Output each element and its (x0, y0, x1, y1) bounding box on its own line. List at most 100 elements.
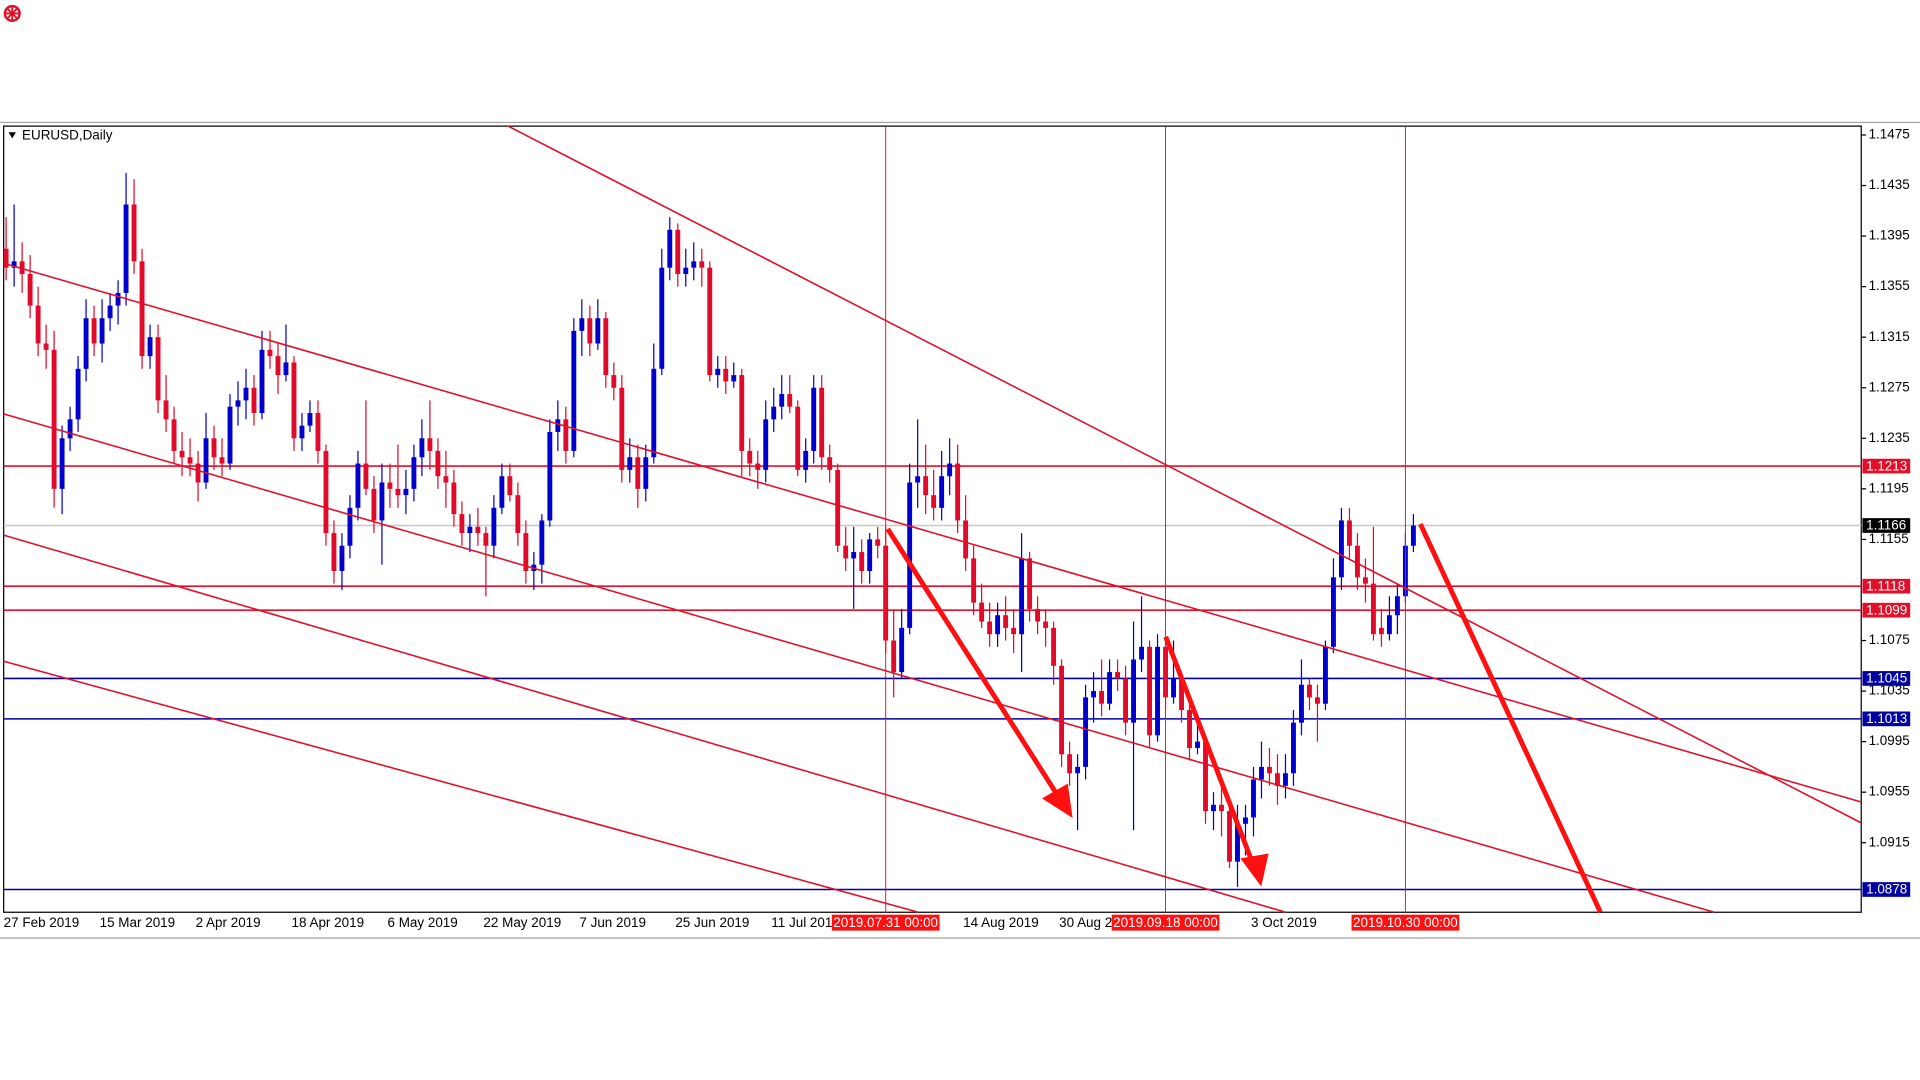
candle-body (1338, 520, 1344, 578)
trend-line (3, 413, 1715, 914)
price-label: 1.1013 (1866, 711, 1907, 726)
marker-label: 2019.07.31 00:00 (833, 915, 938, 930)
candle-body (947, 463, 953, 477)
trend-line (3, 660, 919, 914)
candle-body (1227, 811, 1232, 862)
candle-body (995, 615, 1001, 635)
candle-body (27, 273, 33, 306)
candle-body (1410, 525, 1416, 546)
candle-body (1362, 577, 1368, 584)
x-tick-label: 3 Oct 2019 (1251, 915, 1317, 930)
candle-body (691, 261, 697, 268)
candle-body (595, 318, 601, 344)
candle-body (1267, 766, 1272, 774)
candle-body (715, 368, 721, 376)
candle-body (795, 406, 801, 470)
candle-body (899, 627, 905, 673)
candle-body (1107, 672, 1113, 704)
candle-body (1139, 646, 1144, 660)
candle-body (67, 419, 73, 439)
candle-body (411, 457, 417, 489)
candle-body (1330, 577, 1336, 647)
candle-body (451, 482, 457, 515)
candle-body (19, 261, 25, 274)
candle-body (251, 387, 257, 414)
candle-body (267, 349, 273, 357)
candle-body (275, 356, 281, 376)
candle-body (1003, 615, 1009, 628)
candle-body (371, 488, 377, 521)
candles (3, 126, 1862, 913)
candle-body (195, 463, 201, 483)
app-logo (3, 4, 21, 23)
candle-body (1091, 691, 1097, 698)
candle-body (91, 318, 97, 344)
y-tick-label: 1.1315 (1869, 329, 1910, 344)
candle-body (187, 457, 193, 464)
candle-body (747, 450, 753, 464)
y-tick-label: 1.0915 (1869, 834, 1910, 849)
price-label: 1.1099 (1866, 602, 1907, 617)
candle-body (1171, 678, 1176, 698)
candle-body (539, 520, 545, 565)
candle-body (155, 337, 161, 401)
candle-body (851, 552, 857, 559)
candle-body (507, 476, 513, 496)
candle-body (1346, 520, 1352, 546)
trend-line (507, 125, 1862, 824)
price-label: 1.0878 (1866, 882, 1907, 897)
arrow (885, 527, 1061, 798)
candle-body (1299, 684, 1304, 723)
candle-body (1315, 697, 1320, 704)
candle-body (579, 318, 585, 331)
candle-body (259, 349, 265, 414)
x-tick-label: 11 Jul 2019 (771, 915, 840, 930)
candle-body (227, 406, 233, 464)
x-tick-label: 14 Aug 2019 (963, 915, 1039, 930)
candle-body (763, 419, 769, 470)
candle-body (731, 375, 737, 382)
candle-body (867, 539, 873, 572)
candle-body (1378, 627, 1384, 635)
marker-label-bg (1111, 914, 1220, 931)
candle-body (347, 507, 353, 546)
candle-body (723, 368, 729, 382)
candle-body (1386, 615, 1392, 635)
candle-body (131, 204, 137, 262)
price-label-bg (1862, 518, 1911, 533)
candle-body (1131, 659, 1136, 723)
candle-body (203, 438, 209, 483)
candle-body (651, 368, 657, 458)
candle-body (1147, 646, 1152, 736)
trend-line (3, 262, 1862, 803)
candle-body (1259, 766, 1264, 780)
candle-body (787, 394, 793, 407)
candle-body (1075, 766, 1081, 774)
menu-triangle[interactable] (8, 132, 16, 139)
candle-body (1187, 710, 1192, 748)
candle-body (179, 450, 185, 458)
price-label-bg (1862, 671, 1911, 686)
candle-body (475, 526, 481, 534)
candle-body (803, 450, 809, 470)
candle-body (923, 476, 929, 496)
marker-label-bg (1351, 914, 1460, 931)
price-label-bg (1862, 458, 1911, 474)
candle-body (523, 533, 529, 572)
candle-body (315, 413, 321, 451)
candle-body (779, 394, 785, 407)
candle-body (1283, 773, 1288, 786)
candle-body (675, 229, 681, 274)
candle-body (331, 533, 337, 572)
candle-body (211, 438, 217, 458)
candle-body (955, 463, 961, 521)
candle-body (1211, 804, 1216, 812)
candle-body (619, 387, 625, 470)
price-label-bg (1862, 882, 1911, 897)
candle-body (467, 526, 473, 534)
candle-body (435, 450, 441, 477)
candle-body (859, 552, 865, 572)
candle-body (1354, 545, 1360, 578)
candle-body (1243, 817, 1248, 824)
price-label: 1.1118 (1866, 578, 1905, 593)
